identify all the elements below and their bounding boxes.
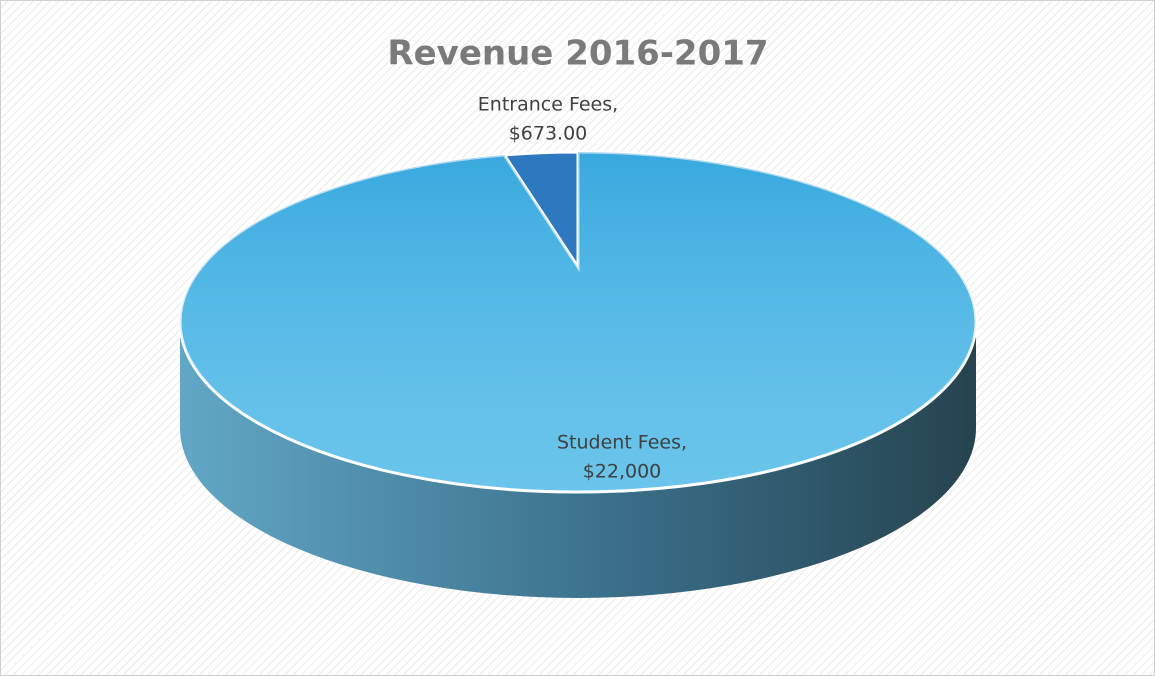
data-label-value: $673.00 [509,123,588,145]
chart-title: Revenue 2016-2017 [387,34,768,74]
data-label-value: $22,000 [583,461,662,483]
pie-side [180,322,976,598]
data-label-name: Entrance Fees, [478,94,618,116]
data-label-name: Student Fees, [557,432,687,454]
pie [178,150,978,598]
